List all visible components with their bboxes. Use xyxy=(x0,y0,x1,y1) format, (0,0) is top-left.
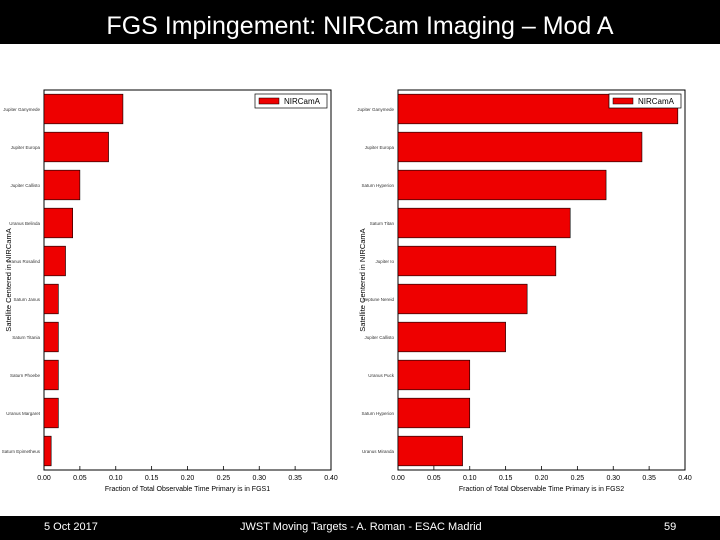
y-tick-label: Saturn Hyperion xyxy=(361,183,394,188)
legend-label: NIRCamA xyxy=(284,97,321,106)
bar xyxy=(43,169,81,201)
bar xyxy=(397,359,471,391)
bar xyxy=(43,359,59,391)
y-axis-label: Satellite Centered in NIRCamA xyxy=(358,228,367,331)
footer-date: 5 Oct 2017 xyxy=(44,521,98,533)
y-tick-label: Jupiter Ganymede xyxy=(3,107,40,112)
y-tick-label: Jupiter Io xyxy=(375,259,394,264)
footer-bar: 5 Oct 2017 JWST Moving Targets - A. Roma… xyxy=(0,516,720,540)
x-tick-label: 0.30 xyxy=(252,475,266,482)
x-axis-label: Fraction of Total Observable Time Primar… xyxy=(459,486,624,493)
y-tick-label: Uranus Belinda xyxy=(9,221,40,226)
legend-box xyxy=(254,93,328,109)
x-tick-label: 0.15 xyxy=(145,475,159,482)
bar xyxy=(43,283,59,315)
bar xyxy=(43,245,66,277)
chart-1: Saturn Epimetheus Uranus Margaret Saturn P… xyxy=(2,89,338,493)
x-tick-label: 0.10 xyxy=(109,475,123,482)
x-tick-label: 0.05 xyxy=(427,475,441,482)
bar xyxy=(43,207,74,239)
x-tick-label: 0.40 xyxy=(324,475,338,482)
y-tick-label: Jupiter Europa xyxy=(365,145,395,150)
x-tick-label: 0.25 xyxy=(217,475,231,482)
x-tick-label: 0.25 xyxy=(571,475,585,482)
x-tick-label: 0.00 xyxy=(391,475,405,482)
y-tick-label: Saturn Hyperion xyxy=(361,411,394,416)
y-tick-label: Jupiter Callisto xyxy=(364,335,394,340)
y-tick-label: Saturn Epimetheus xyxy=(2,449,41,454)
x-tick-label: 0.35 xyxy=(642,475,656,482)
bar xyxy=(43,93,124,125)
y-tick-label: Jupiter Callisto xyxy=(10,183,40,188)
x-tick-label: 0.20 xyxy=(181,475,195,482)
bar xyxy=(397,207,571,239)
bar xyxy=(43,397,59,429)
x-tick-label: 0.15 xyxy=(499,475,513,482)
page-number: 59 xyxy=(664,521,677,533)
slide-title: FGS Impingement: NIRCam Imaging – Mod A xyxy=(106,12,614,40)
x-tick-label: 0.40 xyxy=(678,475,692,482)
y-tick-label: Saturn Titan xyxy=(370,221,395,226)
bar xyxy=(43,131,109,163)
x-tick-label: 0.10 xyxy=(463,475,477,482)
x-tick-label: 0.30 xyxy=(606,475,620,482)
bar xyxy=(397,321,506,353)
legend-label: NIRCamA xyxy=(638,97,675,106)
bar xyxy=(43,321,59,353)
legend-swatch xyxy=(612,97,634,105)
y-tick-label: Neptune Nereid xyxy=(362,297,394,302)
y-tick-label: Uranus Miranda xyxy=(362,449,395,454)
y-tick-label: Saturn Janus xyxy=(13,297,40,302)
y-tick-label: Saturn Phoebe xyxy=(10,373,41,378)
y-tick-label: Saturn Titania xyxy=(12,335,40,340)
x-tick-label: 0.20 xyxy=(535,475,549,482)
y-tick-label: Jupiter Ganymede xyxy=(357,107,394,112)
footer-center-text: JWST Moving Targets - A. Roman - ESAC Ma… xyxy=(240,521,482,533)
legend-box xyxy=(608,93,682,109)
chart-2: Uranus Miranda Saturn Hyperion Uranus Puck… xyxy=(357,89,692,493)
bar xyxy=(397,131,643,163)
bar xyxy=(397,169,607,201)
x-tick-label: 0.00 xyxy=(37,475,51,482)
x-tick-label: 0.05 xyxy=(73,475,87,482)
y-tick-label: Uranus Margaret xyxy=(6,411,41,416)
bar xyxy=(397,435,463,467)
y-tick-label: Uranus Rosalind xyxy=(7,259,41,264)
title-bar: FGS Impingement: NIRCam Imaging – Mod A xyxy=(0,0,720,44)
bar xyxy=(397,245,557,277)
bar xyxy=(397,283,528,315)
bar xyxy=(43,435,52,467)
y-axis-label: Satellite Centered in NIRCamA xyxy=(4,228,13,331)
bar xyxy=(397,397,471,429)
y-tick-label: Jupiter Europa xyxy=(11,145,41,150)
x-tick-label: 0.35 xyxy=(288,475,302,482)
legend-swatch xyxy=(258,97,280,105)
y-tick-label: Uranus Puck xyxy=(368,373,395,378)
x-axis-label: Fraction of Total Observable Time Primar… xyxy=(105,486,270,493)
